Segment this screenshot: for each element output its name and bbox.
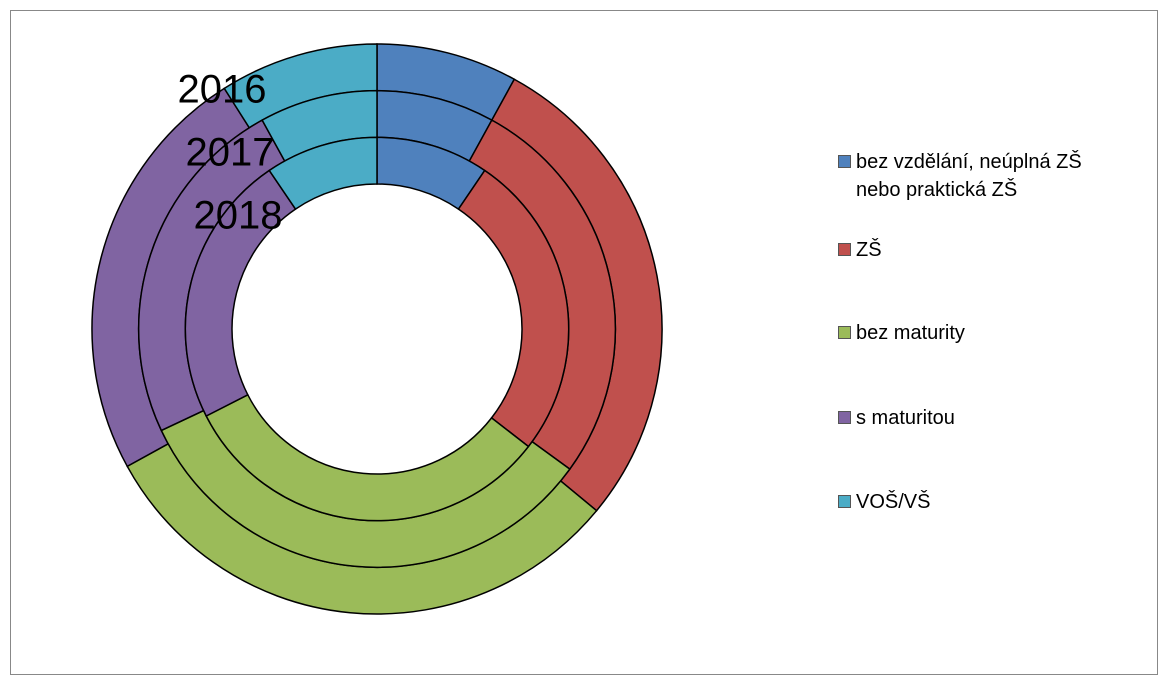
legend-item: s maturitou — [838, 404, 1148, 432]
legend-item: bez maturity — [838, 319, 1148, 347]
legend-swatch — [838, 411, 851, 424]
ring-label: 2018 — [194, 194, 283, 238]
legend-swatch — [838, 326, 851, 339]
legend-label: s maturitou — [856, 407, 955, 429]
ring-label: 2017 — [186, 131, 275, 175]
legend-swatch — [838, 495, 851, 508]
legend-item: VOŠ/VŠ — [838, 488, 1148, 516]
chart-frame — [10, 10, 1158, 675]
legend-swatch — [838, 155, 851, 168]
legend-swatch — [838, 243, 851, 256]
legend-label: bez vzdělání, neúplná ZŠ nebo praktická … — [856, 151, 1082, 201]
legend-label: VOŠ/VŠ — [856, 491, 931, 513]
ring-segment — [268, 136, 378, 211]
legend-item: bez vzdělání, neúplná ZŠ nebo praktická … — [838, 148, 1148, 204]
legend-label: ZŠ — [856, 239, 882, 261]
legend-label: bez maturity — [856, 322, 965, 344]
ring-label: 2016 — [178, 68, 267, 112]
legend-item: ZŠ — [838, 236, 1148, 264]
